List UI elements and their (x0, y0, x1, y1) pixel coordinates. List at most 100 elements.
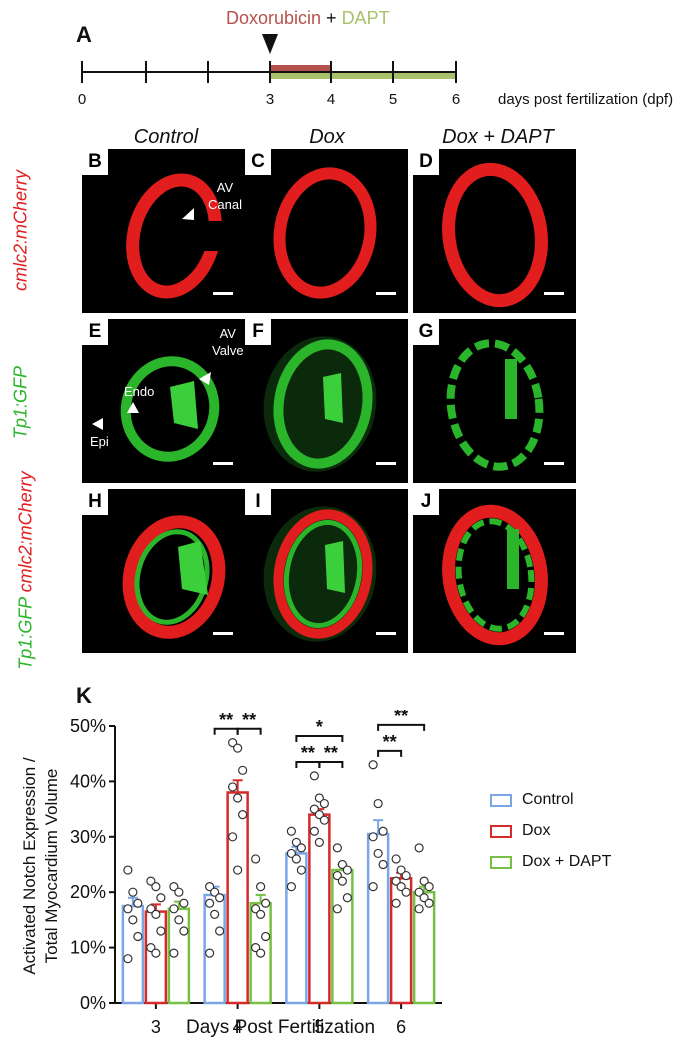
data-point (414, 904, 424, 914)
significance-label: ** (383, 732, 397, 752)
treatment-label: Doxorubicin + DAPT (226, 8, 390, 29)
scale-bar (544, 462, 564, 465)
panel-letter-j: J (413, 489, 439, 515)
data-point (123, 904, 133, 914)
data-point (215, 926, 225, 936)
data-point (296, 843, 306, 853)
y-tick-label: 40% (70, 771, 106, 791)
legend-label: Dox (522, 822, 551, 839)
doxorubicin-label: Doxorubicin (226, 8, 322, 28)
panel-letter-i: I (245, 489, 271, 515)
x-tick-label: 5 (314, 1017, 324, 1037)
image-panel-c: C (245, 149, 408, 313)
data-point (215, 893, 225, 903)
data-point (174, 887, 184, 897)
x-axis-label: Days Post Fertilization (186, 1017, 376, 1038)
data-point (332, 843, 342, 853)
data-point (391, 876, 401, 886)
data-point (151, 882, 161, 892)
data-point (156, 926, 166, 936)
data-point (133, 931, 143, 942)
bar (249, 902, 272, 1005)
data-point (179, 926, 189, 936)
data-point (251, 904, 261, 914)
legend-label: Dox + DAPT (522, 853, 612, 870)
data-point (151, 909, 161, 919)
data-point (169, 882, 179, 892)
image-panel-j: J (413, 489, 576, 653)
data-point (396, 882, 406, 892)
timeline-axis (81, 34, 457, 83)
data-point (414, 887, 424, 897)
data-point (146, 876, 156, 886)
data-point (210, 909, 220, 919)
timeline-tick-label: 6 (451, 91, 461, 108)
data-point (169, 904, 179, 914)
data-point (391, 854, 401, 864)
timeline-axis-label: days post fertilization (dpf) (498, 91, 674, 108)
arrowhead-icon (199, 372, 211, 385)
y-tick-label: 10% (70, 938, 106, 958)
plus-label: + (321, 8, 342, 28)
legend-item: Dox + DAPT (490, 853, 611, 871)
image-panel-e: E AV Valve Endo Epi (82, 319, 245, 483)
data-point (337, 876, 347, 886)
data-point (368, 882, 378, 892)
significance-bracket (295, 735, 344, 743)
data-point (319, 815, 329, 825)
panel-letter-b: B (82, 149, 108, 175)
data-point (233, 743, 243, 753)
data-point (251, 854, 261, 864)
legend-item: Control (490, 791, 574, 809)
data-point (378, 859, 388, 870)
data-point (169, 948, 179, 958)
x-tick-label: 3 (151, 1017, 161, 1037)
data-point (424, 898, 434, 908)
data-point (233, 865, 243, 875)
panel-letter-e: E (82, 319, 108, 345)
panel-a-letter: A (76, 22, 92, 47)
data-point (391, 898, 401, 908)
bar (285, 852, 308, 1005)
arrowhead-icon (182, 208, 194, 220)
y-tick-label: 50% (70, 716, 106, 736)
bar (412, 890, 436, 1005)
endo-annotation: Endo (124, 384, 155, 399)
data-point (373, 798, 383, 809)
data-point (401, 870, 411, 881)
data-point (179, 898, 189, 908)
treatment-start-arrow-icon (262, 34, 278, 54)
data-point (309, 804, 319, 814)
legend-swatch (490, 856, 512, 869)
data-point (256, 948, 266, 958)
dapt-bar (270, 72, 456, 79)
bar (366, 832, 390, 1005)
data-point (332, 870, 342, 881)
significance-bracket (318, 761, 344, 769)
bar-chart-svg: 0%10%20%30%40%50%3 4 5 6** **** ******* (70, 706, 442, 1037)
data-point (228, 782, 238, 792)
data-point (332, 904, 342, 914)
data-point (238, 765, 248, 775)
bar (331, 868, 354, 1005)
data-point (309, 771, 319, 781)
panel-letter-g: G (413, 319, 439, 345)
panel-letter-d: D (413, 149, 439, 175)
data-point (174, 915, 184, 925)
y-tick-label: 30% (70, 827, 106, 847)
image-panel-i: I (245, 489, 408, 653)
data-point (368, 760, 378, 770)
x-tick-label: 4 (233, 1017, 243, 1037)
significance-label: * (316, 717, 323, 737)
data-point (261, 931, 271, 942)
av-canal-annotation: AV Canal (208, 180, 242, 212)
image-panel-d: D (413, 149, 576, 313)
data-point (256, 882, 266, 892)
y-tick-label: 20% (70, 882, 106, 902)
scale-bar (376, 632, 396, 635)
data-point (424, 882, 434, 892)
column-header-dox-dapt: Dox + DAPT (442, 126, 554, 148)
data-point (286, 826, 296, 836)
row-label-merge: Tp1:GFP cmlc2:mCherry (15, 471, 36, 670)
bar-chart: 0% 10% 20% 30% 40% 50% 3 4 5 6 ** ** ** ** * ** ** (50, 706, 450, 1055)
